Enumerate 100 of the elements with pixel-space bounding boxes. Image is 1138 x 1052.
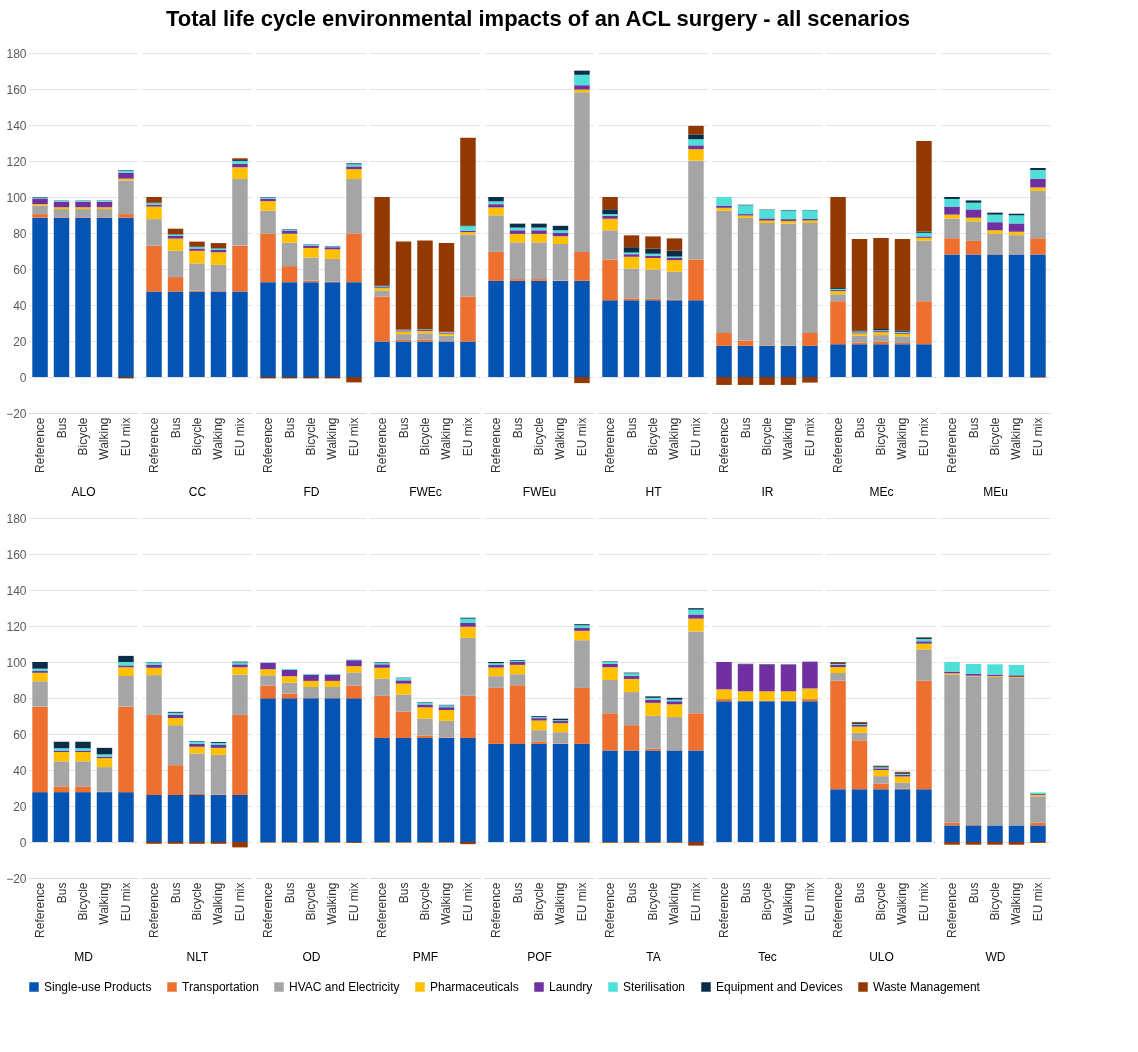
y-tick-label: 20 [13, 799, 27, 814]
y-tick-label: 20 [13, 334, 27, 349]
x-tick-label: EU mix [916, 882, 931, 922]
legend-label: Single-use Products [44, 980, 152, 994]
x-tick-label: Reference [945, 882, 960, 938]
x-tick-label: Bicycle [988, 882, 1002, 921]
x-tick-label: EU mix [232, 882, 247, 922]
x-tick-label: Reference [945, 417, 960, 473]
y-tick-label: 0 [19, 370, 27, 385]
x-tick-label: Bicycle [304, 417, 318, 456]
x-tick-label: Bus [738, 882, 753, 904]
legend-label: Laundry [549, 980, 593, 994]
x-tick-label: EU mix [802, 882, 817, 922]
y-tick-label: −20 [6, 871, 27, 886]
x-tick-label: Bicycle [874, 882, 888, 921]
x-tick-label: Bicycle [304, 882, 318, 921]
x-axis-title: FD [303, 484, 320, 499]
x-tick-label: Bicycle [418, 882, 432, 921]
x-tick-label: Walking [439, 417, 454, 460]
x-tick-label: Bus [852, 417, 867, 439]
x-tick-label: Bus [54, 417, 69, 439]
y-tick-label: 0 [19, 835, 27, 850]
x-tick-label: EU mix [232, 417, 247, 457]
y-tick-label: 40 [13, 298, 27, 313]
legend-label: Equipment and Devices [716, 980, 843, 994]
x-tick-label: Bus [282, 417, 297, 439]
x-tick-label: EU mix [118, 882, 133, 922]
x-tick-label: Bus [510, 882, 525, 904]
x-tick-label: EU mix [574, 882, 589, 922]
x-axis-title: FWEu [522, 484, 557, 499]
x-axis-title: MEc [869, 484, 894, 499]
x-tick-label: Bicycle [190, 882, 204, 921]
x-tick-label: Bus [396, 882, 411, 904]
x-axis-title: TA [646, 949, 661, 964]
x-axis-title: POF [527, 949, 552, 964]
y-tick-label: 120 [6, 619, 27, 634]
y-tick-label: 40 [13, 763, 27, 778]
x-tick-label: Bicycle [646, 882, 660, 921]
x-tick-label: Bus [966, 882, 981, 904]
x-axis-title: ALO [71, 484, 96, 499]
x-tick-label: Bus [966, 417, 981, 439]
x-tick-label: Reference [375, 882, 390, 938]
x-tick-label: EU mix [460, 882, 475, 922]
x-axis-title: OD [302, 949, 321, 964]
x-tick-label: Reference [603, 417, 618, 473]
y-tick-label: 60 [13, 262, 27, 277]
x-axis-title: MEu [983, 484, 1008, 499]
x-tick-label: Walking [325, 417, 340, 460]
x-tick-label: Walking [1009, 882, 1024, 925]
x-tick-label: Walking [211, 882, 226, 925]
y-tick-label: 80 [13, 226, 27, 241]
x-tick-label: Bicycle [76, 882, 90, 921]
y-tick-label: 80 [13, 691, 27, 706]
x-tick-label: Reference [717, 417, 732, 473]
x-tick-label: Walking [439, 882, 454, 925]
x-tick-label: EU mix [460, 417, 475, 457]
x-tick-label: EU mix [802, 417, 817, 457]
x-tick-label: EU mix [346, 882, 361, 922]
x-tick-label: Walking [781, 882, 796, 925]
x-tick-label: Bicycle [532, 882, 546, 921]
x-tick-label: EU mix [346, 417, 361, 457]
x-tick-label: Reference [261, 417, 276, 473]
x-tick-label: Walking [97, 417, 112, 460]
x-tick-label: EU mix [1030, 882, 1045, 922]
y-tick-label: 160 [6, 82, 27, 97]
x-tick-label: Bus [396, 417, 411, 439]
x-tick-label: Bicycle [532, 417, 546, 456]
x-tick-label: Walking [667, 882, 682, 925]
x-tick-label: Walking [895, 882, 910, 925]
x-axis-title: PMF [412, 949, 439, 964]
x-tick-label: Bicycle [988, 417, 1002, 456]
x-tick-label: Bicycle [646, 417, 660, 456]
x-tick-label: Walking [553, 417, 568, 460]
x-tick-label: Reference [147, 417, 162, 473]
x-tick-label: Walking [97, 882, 112, 925]
x-tick-label: EU mix [574, 417, 589, 457]
y-tick-label: 140 [6, 583, 27, 598]
x-tick-label: Reference [717, 882, 732, 938]
y-tick-label: 180 [6, 46, 27, 61]
x-tick-label: Reference [375, 417, 390, 473]
x-tick-label: Reference [33, 417, 48, 473]
x-tick-label: Reference [489, 417, 504, 473]
x-axis-title: Tec [758, 949, 777, 964]
x-axis-title: HT [645, 484, 663, 499]
y-tick-label: −20 [6, 406, 27, 421]
x-axis-title: WD [985, 949, 1006, 964]
x-tick-label: Bus [282, 882, 297, 904]
x-tick-label: Walking [325, 882, 340, 925]
legend-label: Pharmaceuticals [430, 980, 519, 994]
x-tick-label: Bicycle [190, 417, 204, 456]
x-tick-label: EU mix [688, 417, 703, 457]
x-tick-label: Walking [895, 417, 910, 460]
x-tick-label: Reference [33, 882, 48, 938]
legend-label: Sterilisation [623, 980, 686, 994]
x-tick-label: Reference [261, 882, 276, 938]
x-tick-label: Walking [211, 417, 226, 460]
x-tick-label: Walking [667, 417, 682, 460]
x-tick-label: Bus [54, 882, 69, 904]
x-tick-label: EU mix [118, 417, 133, 457]
x-tick-label: Bus [738, 417, 753, 439]
